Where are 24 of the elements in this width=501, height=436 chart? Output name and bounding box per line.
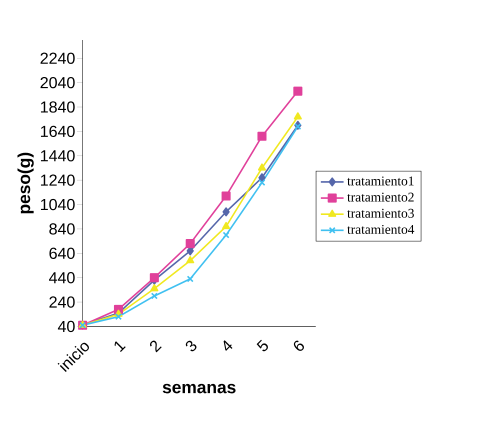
y-tick-label: 1440 xyxy=(40,150,75,162)
legend-label: tratamiento3 xyxy=(347,208,414,218)
y-tick-label: 40 xyxy=(58,320,75,332)
x-tick-label: 5 xyxy=(256,340,268,352)
y-tick-label: 1040 xyxy=(40,199,75,210)
y-tick-label: 440 xyxy=(49,272,75,284)
y-tick-label: 2240 xyxy=(40,52,75,64)
x-tick-label: 3 xyxy=(186,340,196,352)
x-tick-label: 4 xyxy=(224,340,232,351)
y-tick-label: 2040 xyxy=(40,77,75,88)
y-tick-label: 640 xyxy=(49,248,75,260)
y-tick-label: 1840 xyxy=(40,102,75,113)
y-axis-title: peso(g) xyxy=(17,152,34,214)
y-tick-label: 240 xyxy=(49,296,75,308)
legend-label: tratamiento2 xyxy=(347,192,414,202)
legend-label: tratamiento4 xyxy=(347,225,414,234)
legend-label: tratamiento1 xyxy=(347,176,414,186)
x-tick-label: 1 xyxy=(114,341,126,352)
x-axis-title: semanas xyxy=(162,384,236,394)
y-tick-label: 1240 xyxy=(40,174,75,186)
y-tick-label: 840 xyxy=(49,223,75,235)
x-tick-label: 6 xyxy=(294,340,304,352)
y-tick-label: 1640 xyxy=(40,126,75,138)
x-tick-label: 2 xyxy=(150,340,162,353)
